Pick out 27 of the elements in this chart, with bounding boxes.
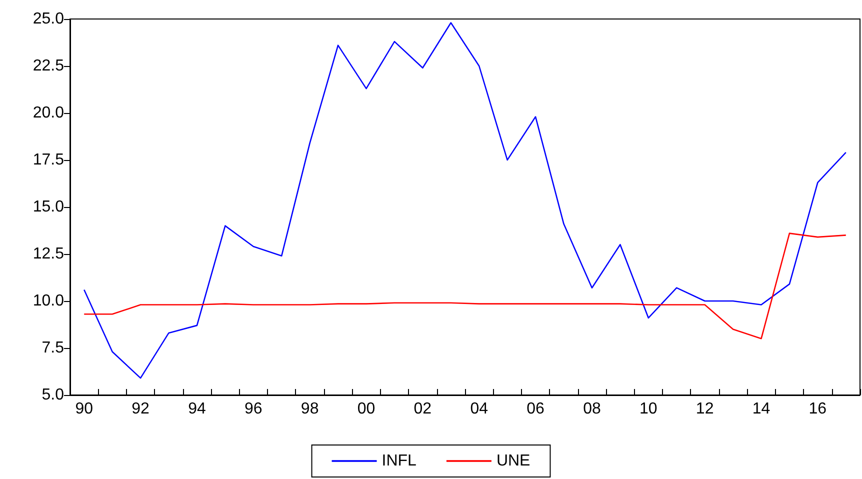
y-tick-label: 15.0 [32,198,64,216]
x-tick-label: 08 [583,400,601,418]
x-tick-label: 04 [470,400,488,418]
x-tick-label: 96 [244,400,262,418]
y-tick-label: 10.0 [32,292,64,310]
y-tick-label: 7.5 [42,340,64,356]
x-tick-label: 00 [357,400,376,418]
x-tick-label: 98 [300,400,319,418]
line-series [83,22,847,379]
x-tick-label: 90 [75,400,94,418]
y-tick-label: 25.0 [32,10,64,28]
x-tick-label: 06 [526,400,545,418]
line-series [83,232,847,340]
x-tick-label: 14 [752,400,770,418]
x-tick-label: 02 [414,400,432,418]
x-tick-label: 12 [696,400,714,418]
x-tick-label: 92 [132,400,150,418]
y-tick-label: 20.0 [32,104,64,122]
y-tick-label: 22.5 [32,58,64,74]
x-tick-label: 94 [188,400,206,418]
y-tick-label: 5.0 [42,386,64,404]
x-tick-label: 16 [808,400,827,418]
legend-label: UNE [496,452,530,470]
x-tick-label: 10 [639,400,658,418]
y-tick-label: 17.5 [32,152,64,168]
legend-label: INFL [382,452,417,470]
y-tick-label: 12.5 [32,246,64,262]
